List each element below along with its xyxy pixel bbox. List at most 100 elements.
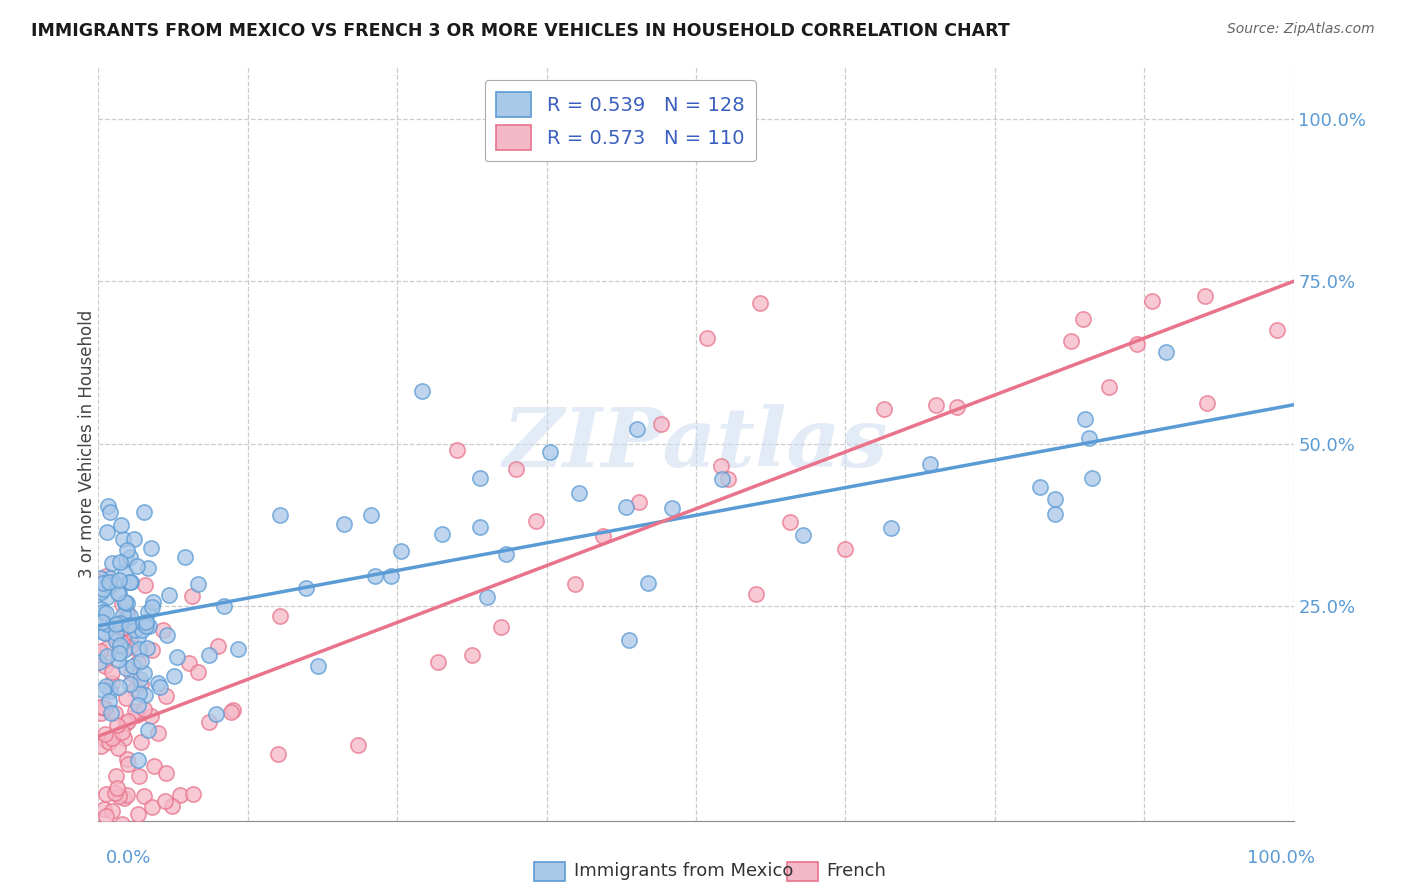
Point <box>93 726 115 740</box>
Point <box>1059 334 1081 348</box>
Point <box>114 619 136 633</box>
Point <box>98 504 121 518</box>
Point <box>142 595 165 609</box>
Point <box>207 639 229 653</box>
Point <box>127 655 149 669</box>
Point <box>179 656 201 670</box>
Point <box>87 655 110 669</box>
Point <box>110 628 132 642</box>
Point <box>505 462 527 476</box>
Point <box>120 666 142 681</box>
Point <box>1140 293 1163 308</box>
Point <box>110 517 132 532</box>
Point <box>90 615 112 629</box>
Point <box>650 417 672 432</box>
Point <box>122 658 145 673</box>
Point <box>198 714 221 729</box>
Point <box>1029 480 1052 494</box>
Point <box>114 566 136 580</box>
Point <box>112 608 135 623</box>
Point <box>128 641 150 656</box>
Point <box>120 677 142 691</box>
Point <box>132 701 155 715</box>
Point <box>114 643 136 657</box>
Point <box>120 633 142 648</box>
Point <box>104 786 127 800</box>
Point <box>166 650 188 665</box>
Point <box>96 525 118 540</box>
Point <box>524 514 547 528</box>
Point <box>360 508 382 523</box>
Point <box>111 635 134 649</box>
Point <box>118 640 141 654</box>
Point <box>446 442 468 457</box>
Point <box>115 553 138 567</box>
Point <box>120 574 142 589</box>
Point <box>226 641 249 656</box>
Point <box>637 575 659 590</box>
Point <box>120 550 142 565</box>
Point <box>114 595 136 609</box>
Point <box>592 529 614 543</box>
Point <box>461 648 484 663</box>
Point <box>946 400 969 414</box>
Point <box>93 576 115 591</box>
Point <box>98 693 121 707</box>
Point <box>347 739 370 753</box>
Point <box>135 619 157 633</box>
Point <box>108 615 131 630</box>
Point <box>115 605 138 619</box>
Point <box>717 472 740 486</box>
Point <box>111 817 134 831</box>
Point <box>96 648 118 663</box>
Point <box>880 521 903 535</box>
Point <box>1265 322 1288 336</box>
Point <box>107 586 129 600</box>
Point <box>873 401 896 416</box>
Point <box>105 633 128 648</box>
Point <box>94 568 117 582</box>
Point <box>112 731 135 745</box>
Point <box>152 624 174 638</box>
Point <box>1197 396 1219 410</box>
Point <box>96 787 118 801</box>
Point <box>427 656 450 670</box>
Point <box>105 769 128 783</box>
Point <box>104 706 127 720</box>
Point <box>108 681 131 695</box>
Point <box>96 606 118 620</box>
Point <box>495 548 517 562</box>
Point <box>924 398 946 412</box>
Point <box>96 640 118 655</box>
Point <box>98 575 121 590</box>
Point <box>136 723 159 738</box>
Point <box>169 788 191 802</box>
Point <box>101 731 124 745</box>
Point <box>269 609 291 624</box>
Point <box>115 596 138 610</box>
Point <box>134 505 156 519</box>
Point <box>141 541 163 555</box>
Point <box>120 574 142 589</box>
Point <box>96 590 118 604</box>
Point <box>118 608 141 623</box>
Point <box>696 331 718 345</box>
Point <box>127 630 149 644</box>
Point <box>94 809 117 823</box>
Point <box>212 599 235 614</box>
Point <box>114 596 136 610</box>
Point <box>748 295 770 310</box>
Point <box>155 766 177 780</box>
Point <box>98 571 121 585</box>
Point <box>1077 431 1099 445</box>
Point <box>1081 471 1104 485</box>
Point <box>115 691 138 706</box>
Point <box>156 628 179 642</box>
Point <box>792 528 814 542</box>
Point <box>131 623 153 637</box>
Point <box>107 653 129 667</box>
Point <box>124 624 146 638</box>
Point <box>112 791 135 805</box>
Point <box>118 618 141 632</box>
Point <box>128 769 150 783</box>
